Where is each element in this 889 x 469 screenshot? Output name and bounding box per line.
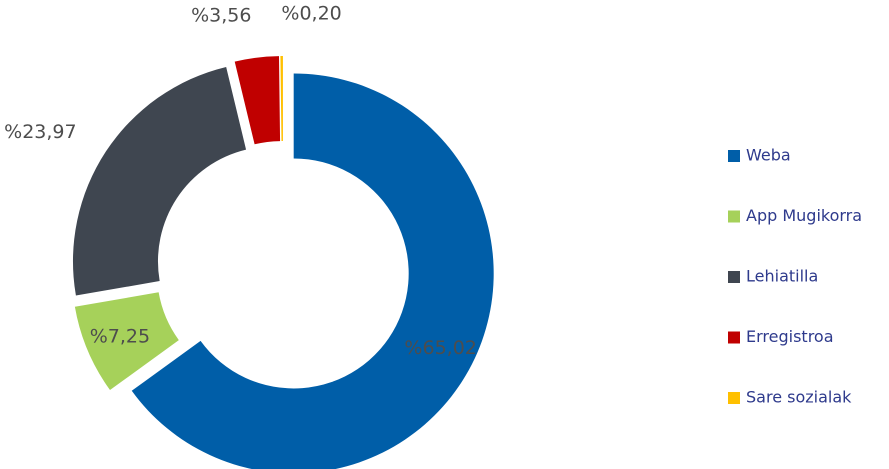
slice [234,56,281,145]
value-label: %0,20 [281,3,341,25]
legend-swatch [728,271,740,283]
legend-label: App Mugikorra [746,206,862,225]
legend-label: Weba [746,146,791,165]
legend-label: Sare sozialak [746,388,852,407]
value-label: %7,25 [90,325,150,347]
legend-label: Lehiatilla [746,267,818,286]
slice [74,292,179,391]
legend-swatch [728,210,740,223]
legend-swatch [728,331,740,344]
slice [280,56,283,142]
value-label: %3,56 [191,4,251,26]
legend-label: Erregistroa [746,327,834,346]
legend-swatch [728,392,740,404]
value-label: %23,97 [4,121,76,143]
slice [72,66,247,296]
legend-swatch [728,150,740,162]
slice [131,73,494,469]
value-label: %65,02 [404,337,476,359]
